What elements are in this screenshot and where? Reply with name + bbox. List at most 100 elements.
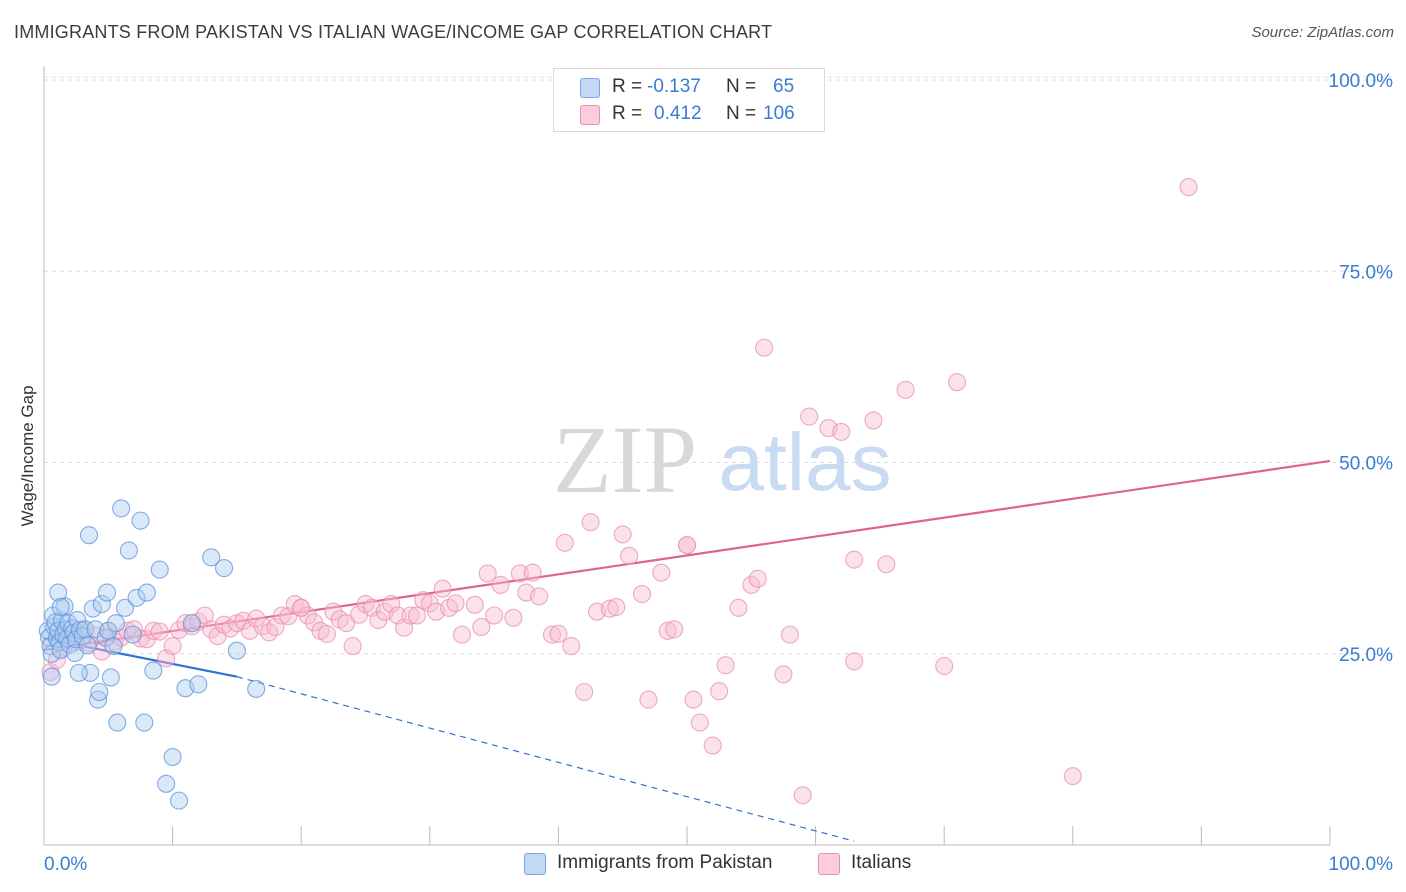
pakistan-point — [51, 598, 70, 617]
italians-point — [382, 594, 401, 614]
pakistan-point — [41, 637, 60, 656]
italians-point — [877, 555, 896, 574]
italians-point — [658, 621, 677, 640]
italians-point — [562, 637, 581, 656]
y-tick-label: 75.0% — [1339, 262, 1393, 283]
italians-point — [433, 579, 452, 598]
italians-point — [684, 690, 703, 709]
pakistan-point — [131, 511, 150, 530]
italians-point — [613, 525, 632, 544]
italians-point — [440, 598, 459, 617]
legend-n-label: N = — [726, 103, 757, 124]
italians-point — [491, 575, 510, 594]
pakistan-point — [144, 661, 163, 680]
pakistan-point — [227, 641, 246, 660]
watermark-atlas: atlas — [718, 417, 891, 508]
italians-point — [800, 407, 819, 426]
italians-point — [780, 625, 799, 644]
y-tick-label: 25.0% — [1339, 645, 1393, 666]
legend-r-value: 0.412 — [654, 103, 702, 124]
italians-point — [710, 682, 729, 701]
pakistan-point — [163, 747, 182, 767]
legend-label-pakistan: Immigrants from Pakistan — [557, 852, 773, 873]
pakistan-point — [42, 667, 61, 686]
italians-point — [607, 598, 626, 617]
italians-point — [632, 585, 652, 604]
pakistan-point — [123, 625, 142, 644]
italians-point — [343, 637, 362, 656]
italians-point — [485, 606, 504, 625]
pakistan-point — [115, 598, 135, 617]
italians-point — [1063, 767, 1082, 786]
legend-swatch-pink — [818, 853, 840, 875]
pakistan-point — [78, 636, 97, 655]
pakistan-point — [157, 774, 176, 793]
italians-point — [716, 656, 735, 675]
pakistan-point — [135, 713, 154, 732]
pakistan-point — [169, 791, 189, 810]
pakistan-point — [189, 675, 208, 694]
italians-point — [748, 569, 767, 588]
pakistan-point — [214, 559, 234, 578]
pakistan-point — [202, 548, 221, 567]
italians-point — [581, 513, 600, 532]
pakistan-point — [51, 640, 70, 659]
pakistan-point — [106, 614, 126, 633]
italians-point — [337, 614, 356, 633]
tick-labels: 25.0% 50.0% 75.0% 100.0% 0.0% 100.0% — [44, 71, 1393, 875]
legend-swatch-blue — [580, 78, 600, 98]
source-label: Source: ZipAtlas.com — [1251, 24, 1394, 41]
italians-point — [292, 598, 311, 617]
y-tick-label: 100.0% — [1329, 71, 1394, 92]
italians-point — [247, 609, 266, 628]
pakistan-point — [88, 690, 108, 709]
italians-point — [677, 536, 697, 555]
y-tick-label: 50.0% — [1339, 454, 1393, 475]
italians-point — [446, 594, 465, 613]
italians-point — [832, 422, 851, 441]
italians-point — [472, 617, 491, 637]
pakistan-point — [90, 682, 109, 702]
legend-row-pakistan: R = -0.137 N = 65 — [554, 74, 824, 100]
italians-point — [845, 550, 864, 569]
watermark-zip: ZIP — [553, 406, 697, 513]
pakistan-point — [69, 663, 88, 682]
italians-point — [401, 606, 420, 625]
pakistan-point — [83, 599, 102, 618]
stats-legend: R = -0.137 N = 65 R = 0.412 N = 106 — [553, 68, 825, 132]
pakistan-point — [49, 583, 68, 602]
italians-point — [793, 786, 812, 805]
italians-point — [948, 373, 967, 392]
italians-point — [652, 563, 671, 582]
italians-point — [144, 621, 163, 640]
italians-point — [600, 599, 619, 618]
italians-point — [542, 625, 562, 644]
legend-r-label: R = — [612, 76, 643, 97]
legend-n-value: 106 — [763, 103, 795, 124]
italians-point — [452, 625, 472, 644]
pakistan-point — [79, 526, 99, 545]
italians-point — [150, 622, 169, 641]
italians-point — [845, 652, 864, 671]
italians-point — [407, 606, 426, 625]
pakistan-point — [92, 594, 111, 614]
legend-r-label: R = — [612, 103, 643, 124]
legend-r-value: -0.137 — [647, 76, 701, 97]
italians-point — [896, 380, 915, 399]
pakistan-point — [119, 541, 138, 560]
italians-point — [774, 665, 793, 684]
pakistan-points — [38, 499, 266, 810]
italians-point — [620, 546, 639, 565]
pakistan-trend-dashed — [236, 676, 855, 842]
italians-point — [690, 713, 709, 732]
italians-point — [639, 690, 658, 709]
italians-point — [478, 564, 497, 583]
italians-point — [1179, 178, 1198, 197]
italians-point — [317, 624, 336, 643]
pakistan-point — [127, 588, 146, 607]
italians-point — [530, 587, 549, 606]
italians-point — [272, 606, 291, 625]
italians-point — [298, 606, 317, 625]
pakistan-point — [112, 499, 131, 518]
